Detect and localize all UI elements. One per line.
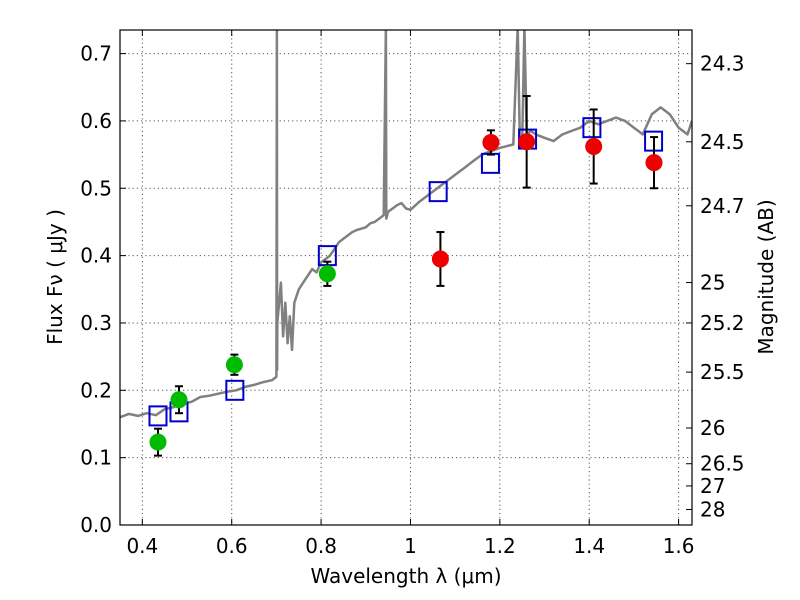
x-tick-label: 1 (404, 534, 417, 558)
model-photometry-marker (148, 405, 168, 427)
right-tick-label: 28 (700, 498, 725, 522)
x-tick-label: 0.6 (216, 534, 248, 558)
x-tick-label: 1.4 (573, 534, 605, 558)
right-tick-label: 24.7 (700, 194, 745, 218)
y-tick-label: 0.1 (80, 446, 112, 470)
nearir-point (585, 138, 603, 156)
x-tick-label: 1.2 (484, 534, 516, 558)
model-photometry-marker (480, 152, 500, 174)
plot-area (120, 30, 692, 457)
x-tick-label: 0.8 (305, 534, 337, 558)
right-axis-label: Magnitude (AB) (754, 199, 778, 354)
nearir-point (645, 154, 663, 172)
nearir-point (431, 250, 449, 268)
right-tick-label: 25 (700, 271, 725, 295)
model-photometry-marker (582, 117, 602, 139)
y-tick-label: 0.0 (80, 513, 112, 537)
right-tick-label: 25.5 (700, 360, 745, 384)
y-tick-label: 0.3 (80, 311, 112, 335)
grid-lines (120, 30, 692, 526)
x-axis-label: Wavelength λ (μm) (310, 564, 501, 588)
nearir-point (482, 133, 500, 151)
optical-point (149, 433, 167, 451)
right-tick-label: 26 (700, 416, 725, 440)
right-tick-label: 25.2 (700, 311, 745, 335)
optical-point (170, 391, 188, 409)
right-tick-label: 24.3 (700, 52, 745, 76)
y-tick-label: 0.6 (80, 109, 112, 133)
y-axis-label: Flux Fν ( μJy ) (43, 209, 67, 345)
model-photometry-marker (428, 181, 448, 203)
y-tick-label: 0.4 (80, 244, 112, 268)
right-tick-label: 26.5 (700, 452, 745, 476)
right-tick-label: 27 (700, 474, 725, 498)
optical-point (318, 265, 336, 283)
model-photometry-marker (225, 379, 245, 401)
y-tick-label: 0.5 (80, 176, 112, 200)
right-tick-label: 24.5 (700, 130, 745, 154)
x-tick-label: 1.6 (663, 534, 695, 558)
nearir-point (518, 133, 536, 151)
y-tick-label: 0.7 (80, 42, 112, 66)
axis-ticks (120, 30, 692, 526)
optical-point (225, 356, 243, 374)
y-tick-label: 0.2 (80, 378, 112, 402)
plot-frame (119, 29, 693, 526)
x-tick-label: 0.4 (126, 534, 158, 558)
model-sed-line (120, 30, 692, 419)
